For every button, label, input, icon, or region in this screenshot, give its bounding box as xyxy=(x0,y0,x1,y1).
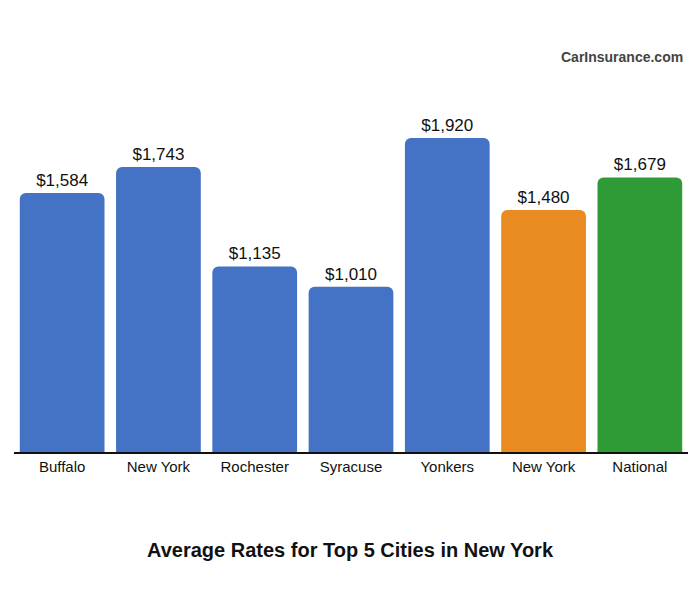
svg-text:Buffalo: Buffalo xyxy=(39,458,85,475)
svg-text:Yonkers: Yonkers xyxy=(420,458,474,475)
svg-text:$1,480: $1,480 xyxy=(518,188,570,207)
svg-text:New York: New York xyxy=(512,458,576,475)
svg-text:CarInsurance.com: CarInsurance.com xyxy=(561,49,683,65)
svg-text:$1,743: $1,743 xyxy=(132,145,184,164)
svg-text:$1,010: $1,010 xyxy=(325,265,377,284)
svg-text:$1,584: $1,584 xyxy=(36,171,88,190)
svg-text:$1,679: $1,679 xyxy=(614,155,666,174)
svg-text:Syracuse: Syracuse xyxy=(320,458,383,475)
svg-text:National: National xyxy=(612,458,667,475)
svg-text:$1,135: $1,135 xyxy=(229,244,281,263)
svg-text:New York: New York xyxy=(127,458,191,475)
svg-text:Rochester: Rochester xyxy=(221,458,289,475)
svg-text:$1,920: $1,920 xyxy=(421,116,473,135)
svg-text:Average Rates for Top 5 Cities: Average Rates for Top 5 Cities in New Yo… xyxy=(147,539,554,561)
